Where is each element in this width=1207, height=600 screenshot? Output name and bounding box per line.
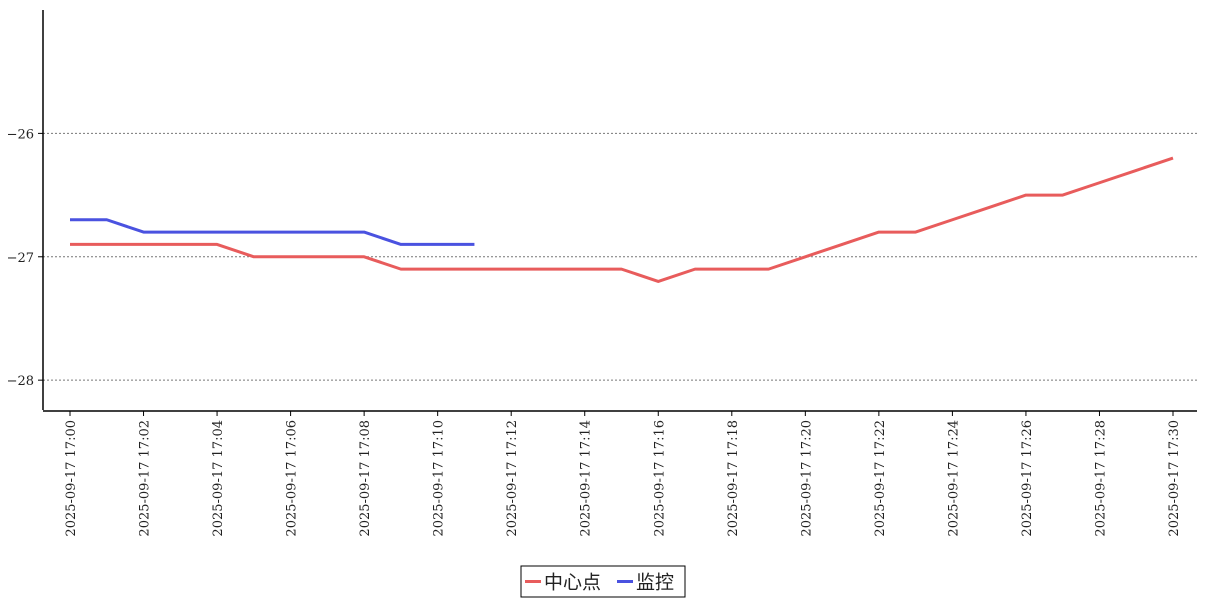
y-tick-label: −28 bbox=[7, 374, 34, 389]
legend-label-1: 监控 bbox=[636, 572, 674, 594]
legend: 中心点 监控 bbox=[520, 565, 686, 598]
x-tick-label: 2025-09-17 17:06 bbox=[285, 420, 300, 537]
x-tick-label: 2025-09-17 17:24 bbox=[946, 420, 961, 537]
x-tick-label: 2025-09-17 17:08 bbox=[358, 420, 373, 537]
series-line-1 bbox=[70, 218, 475, 246]
x-tick-label: 2025-09-17 17:30 bbox=[1167, 420, 1182, 537]
x-tick-label: 2025-09-17 17:16 bbox=[652, 420, 667, 537]
x-tick-label: 2025-09-17 17:04 bbox=[211, 420, 226, 537]
x-tick-label: 2025-09-17 17:10 bbox=[432, 420, 447, 537]
x-tick-label: 2025-09-17 17:28 bbox=[1093, 420, 1108, 537]
x-tick-label: 2025-09-17 17:20 bbox=[799, 420, 814, 537]
x-tick-label: 2025-09-17 17:12 bbox=[505, 420, 520, 537]
x-tick-label: 2025-09-17 17:26 bbox=[1020, 420, 1035, 537]
x-tick-label: 2025-09-17 17:00 bbox=[64, 420, 79, 537]
grid-lines bbox=[43, 132, 1197, 381]
x-ticks: 2025-09-17 17:00 2025-09-17 17:02 2025-09-… bbox=[64, 411, 1182, 537]
y-ticks: −26 −27 −28 bbox=[7, 127, 43, 389]
x-tick-label: 2025-09-17 17:02 bbox=[138, 420, 153, 537]
axes bbox=[42, 10, 1197, 412]
legend-box bbox=[520, 565, 686, 598]
x-tick-label: 2025-09-17 17:18 bbox=[726, 420, 741, 537]
series-line-0 bbox=[70, 156, 1174, 283]
x-tick-label: 2025-09-17 17:22 bbox=[873, 420, 888, 537]
legend-label-0: 中心点 bbox=[544, 572, 601, 594]
y-tick-label: −27 bbox=[7, 251, 34, 266]
series-lines bbox=[70, 156, 1174, 283]
y-tick-label: −26 bbox=[7, 127, 34, 142]
x-tick-label: 2025-09-17 17:14 bbox=[579, 420, 594, 537]
